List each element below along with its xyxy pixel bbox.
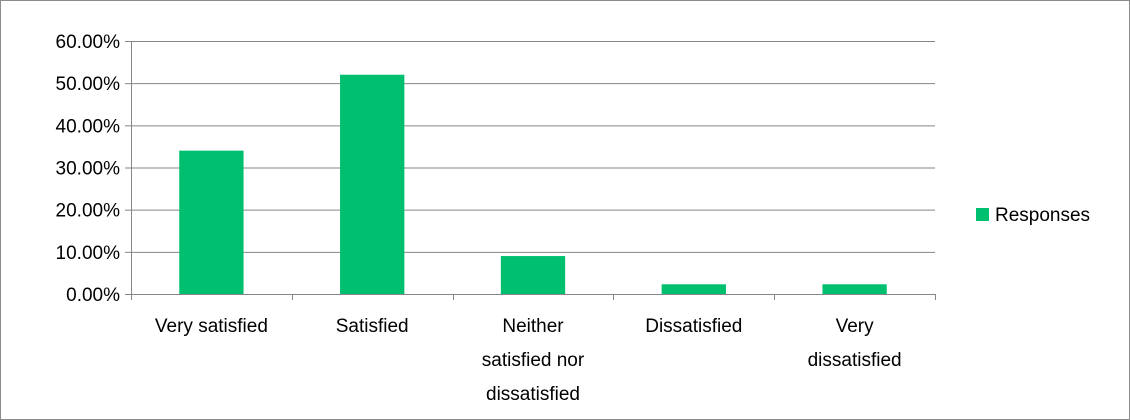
x-category-label: Neither satisfied nor dissatisfied bbox=[482, 316, 585, 405]
bar-very-satisfied bbox=[179, 150, 244, 294]
x-category-label-line: Neither bbox=[502, 316, 564, 337]
x-category-label-line: Dissatisfied bbox=[645, 316, 742, 337]
bar-neither-satisfied-nor-dissatisfied bbox=[500, 256, 566, 294]
x-category-label-line: Very bbox=[836, 316, 875, 337]
y-axis-ticks: 0.00% 10.00% 20.00% 30.00% 40.00% 50.00% 60.00… bbox=[56, 32, 131, 306]
x-category-label-line: dissatisfied bbox=[486, 384, 580, 405]
y-tick-label: 30.00% bbox=[56, 159, 121, 180]
y-tick-label: 10.00% bbox=[56, 243, 121, 264]
bar-satisfied bbox=[340, 74, 405, 294]
x-category-label-line: satisfied nor bbox=[482, 350, 585, 371]
bars bbox=[179, 74, 887, 294]
x-category-label: Very dissatisfied bbox=[808, 316, 902, 371]
y-tick-label: 60.00% bbox=[56, 32, 121, 53]
bar-dissatisfied bbox=[661, 284, 726, 294]
x-category-label: Dissatisfied bbox=[645, 316, 742, 337]
bar-very-dissatisfied bbox=[822, 284, 887, 294]
x-category-label: Satisfied bbox=[336, 316, 409, 337]
y-tick-label: 40.00% bbox=[56, 116, 121, 137]
x-category-label-line: Satisfied bbox=[336, 316, 409, 337]
y-tick-label: 0.00% bbox=[66, 285, 120, 306]
y-tick-label: 50.00% bbox=[56, 74, 121, 95]
gridlines bbox=[131, 41, 935, 253]
x-category-label-line: Very satisfied bbox=[155, 316, 268, 337]
x-axis-category-labels: Very satisfied Satisfied Neither satisfied … bbox=[155, 316, 902, 405]
y-tick-label: 20.00% bbox=[56, 201, 121, 222]
x-category-label: Very satisfied bbox=[155, 316, 268, 337]
x-category-label-line: dissatisfied bbox=[808, 350, 902, 371]
x-axis bbox=[131, 41, 936, 300]
legend-label-responses: Responses bbox=[995, 205, 1090, 226]
legend-swatch-responses bbox=[976, 208, 989, 221]
legend: Responses bbox=[976, 205, 1090, 226]
